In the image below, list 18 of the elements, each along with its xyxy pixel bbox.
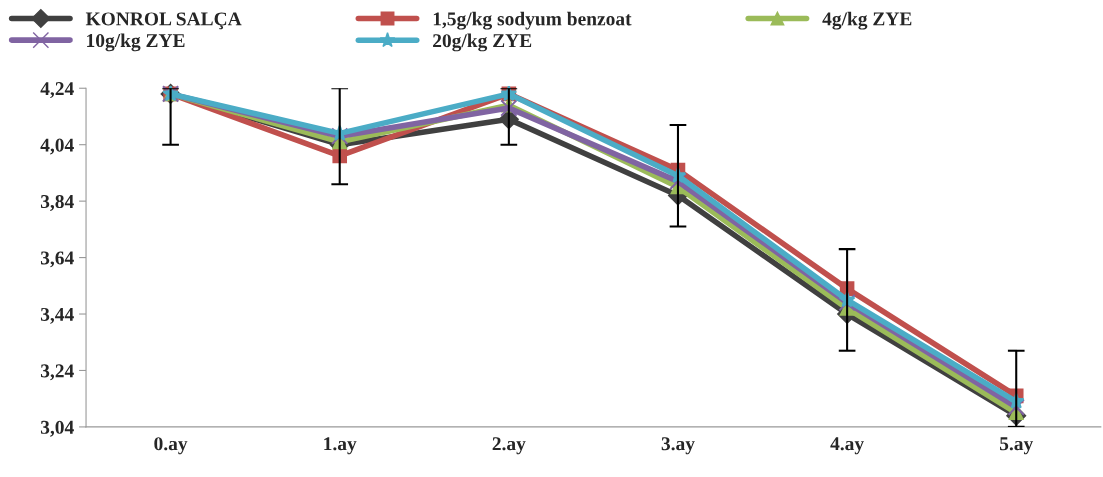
legend-label: 20g/kg ZYE: [433, 33, 532, 52]
y-tick-label: 3,44: [40, 307, 74, 324]
x-tick-label: 5.ay: [999, 437, 1034, 455]
y-tick-label: 3,04: [40, 420, 74, 437]
x-tick-label: 3.ay: [661, 437, 695, 455]
legend-label: 1,5g/kg sodyum benzoat: [433, 11, 632, 30]
y-tick-label: 4,04: [40, 138, 74, 155]
y-tick-label: 3,64: [40, 251, 74, 268]
x-tick-label: 0.ay: [154, 437, 188, 455]
y-tick-label: 3,84: [40, 194, 74, 211]
legend-label: KONROL SALÇA: [85, 12, 242, 30]
x-tick-label: 2.ay: [492, 437, 526, 455]
x-tick-label: 4.ay: [830, 437, 864, 455]
y-tick-label: 3,24: [40, 364, 74, 381]
legend-label: 10g/kg ZYE: [87, 33, 185, 52]
legend-label: 4g/kg ZYE: [822, 11, 912, 30]
x-tick-label: 1.ay: [324, 437, 357, 455]
y-tick-label: 4,24: [40, 82, 74, 98]
